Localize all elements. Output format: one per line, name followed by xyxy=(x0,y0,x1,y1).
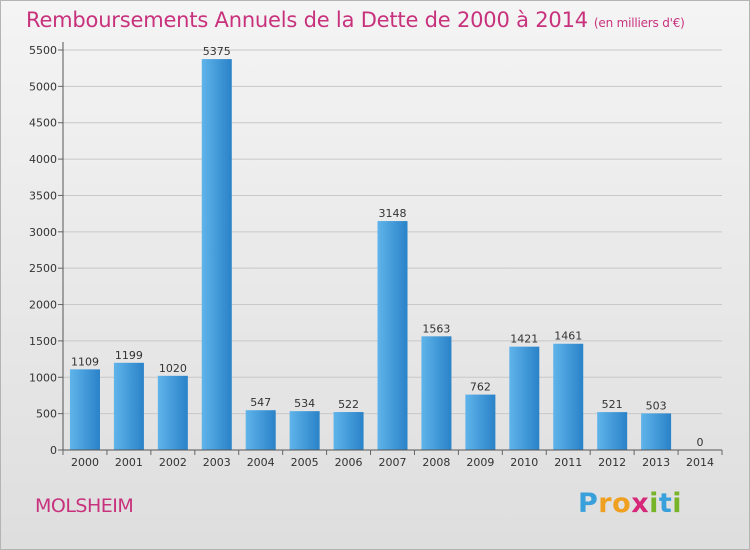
bar-2001 xyxy=(113,362,144,450)
axes xyxy=(62,42,722,451)
y-tick-label: 2500 xyxy=(29,262,57,275)
logo-letter: r xyxy=(598,488,613,519)
bar-2003 xyxy=(201,59,232,450)
bar-2002 xyxy=(157,375,188,450)
x-tick-label: 2003 xyxy=(203,456,231,469)
x-axis-ticks: 2000 2001 2002 2003 2004 2005 2006 2007 2008 2009… xyxy=(62,450,723,469)
logo-letter: x xyxy=(631,488,650,519)
data-label-2013: 503 xyxy=(646,399,667,412)
bar-2004 xyxy=(245,410,276,450)
data-label-2004: 547 xyxy=(250,396,271,409)
logo-letter: P xyxy=(578,488,599,519)
chart-title-text: Remboursements Annuels de la Dette de 20… xyxy=(26,8,588,32)
x-tick-label: 2013 xyxy=(642,456,670,469)
bar-2008 xyxy=(421,336,452,450)
data-label-2010: 1421 xyxy=(510,333,538,346)
data-label-2014: 0 xyxy=(697,436,704,449)
data-label-2003: 5375 xyxy=(203,45,231,58)
y-tick-label: 0 xyxy=(50,444,57,457)
y-tick-label: 5500 xyxy=(29,44,57,57)
data-label-2002: 1020 xyxy=(159,362,187,375)
x-tick-label: 2012 xyxy=(598,456,626,469)
x-tick-label: 2014 xyxy=(686,456,714,469)
x-tick-label: 2009 xyxy=(466,456,494,469)
y-tick-label: 4500 xyxy=(29,117,57,130)
x-tick-label: 2007 xyxy=(379,456,407,469)
data-labels: 1109 1199 1020 5375 547 534 522 3148 1563 762 1421… xyxy=(71,45,704,449)
logo-letter: i xyxy=(672,488,683,519)
bar-2010 xyxy=(509,346,540,450)
data-label-2000: 1109 xyxy=(71,355,99,368)
logo-letter: i xyxy=(649,488,659,519)
y-tick-label: 500 xyxy=(36,408,57,421)
y-tick-label: 4000 xyxy=(29,153,57,166)
data-label-2005: 534 xyxy=(294,397,315,410)
x-tick-label: 2000 xyxy=(71,456,99,469)
town-name: MOLSHEIM xyxy=(35,495,134,517)
bars xyxy=(69,59,672,450)
bar-2012 xyxy=(597,412,628,450)
data-label-2012: 521 xyxy=(602,398,623,411)
logo-letter: o xyxy=(612,488,632,519)
bar-2013 xyxy=(641,413,672,450)
x-tick-label: 2002 xyxy=(159,456,187,469)
data-label-2006: 522 xyxy=(338,398,359,411)
y-axis-ticks: 0 500 1000 1500 2000 2500 3000 3500 4000 4500 5000… xyxy=(29,44,63,457)
y-tick-label: 2000 xyxy=(29,299,57,312)
data-label-2009: 762 xyxy=(470,381,491,394)
bar-2011 xyxy=(553,343,584,450)
x-tick-label: 2001 xyxy=(115,456,143,469)
x-tick-label: 2006 xyxy=(335,456,363,469)
bar-2000 xyxy=(69,369,100,450)
y-tick-label: 1500 xyxy=(29,335,57,348)
x-tick-label: 2005 xyxy=(291,456,319,469)
logo-letter: t xyxy=(658,488,673,519)
y-tick-label: 3500 xyxy=(29,189,57,202)
data-label-2011: 1461 xyxy=(554,330,582,343)
x-tick-label: 2010 xyxy=(510,456,538,469)
chart-title: Remboursements Annuels de la Dette de 20… xyxy=(26,8,685,32)
y-tick-label: 3000 xyxy=(29,226,57,239)
y-tick-label: 1000 xyxy=(29,371,57,384)
y-tick-label: 5000 xyxy=(29,80,57,93)
chart-unit: (en milliers d'€) xyxy=(593,16,685,30)
x-tick-label: 2004 xyxy=(247,456,275,469)
bar-2009 xyxy=(465,394,496,450)
bar-2006 xyxy=(333,412,364,450)
data-label-2008: 1563 xyxy=(422,322,450,335)
x-tick-label: 2008 xyxy=(422,456,450,469)
bar-2005 xyxy=(289,411,320,450)
data-label-2007: 3148 xyxy=(379,207,407,220)
x-tick-label: 2011 xyxy=(554,456,582,469)
bar-2007 xyxy=(377,221,408,450)
proxiti-logo: Proxiti xyxy=(578,488,682,519)
data-label-2001: 1199 xyxy=(115,349,143,362)
